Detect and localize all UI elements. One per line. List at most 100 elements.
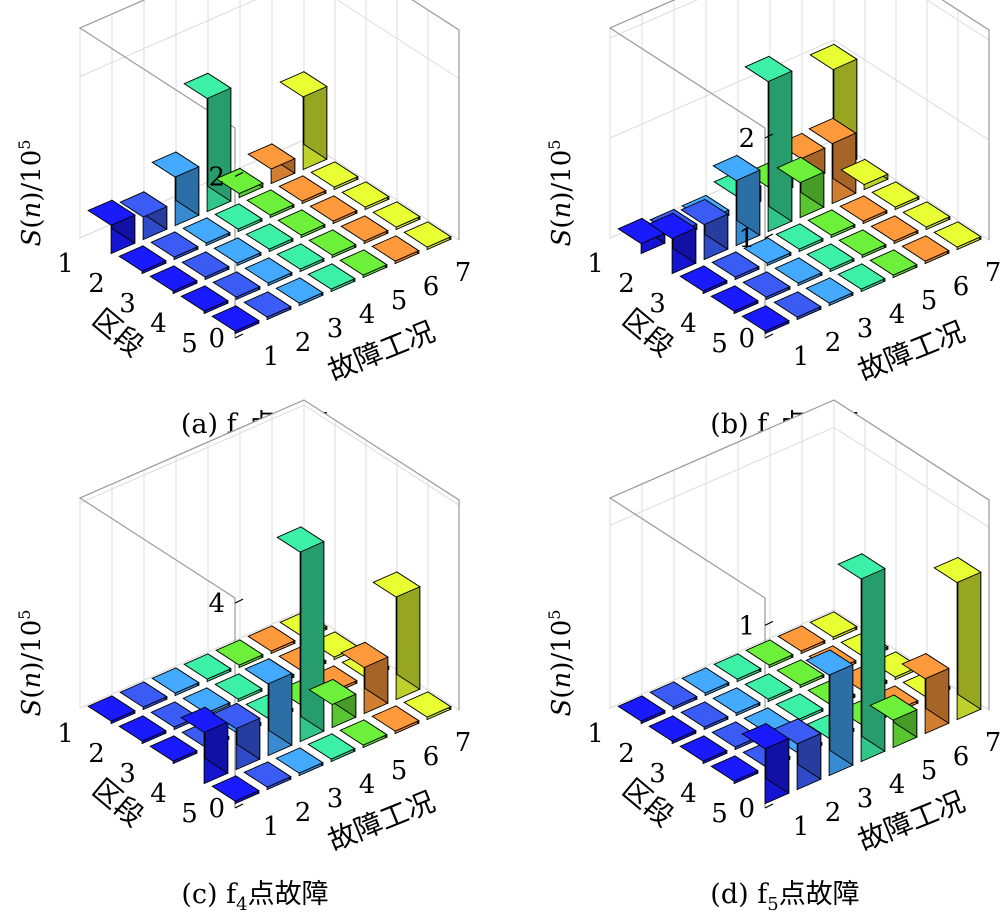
- bar-s3-c7: [341, 181, 390, 211]
- bar-top-face: [711, 721, 760, 748]
- bar-s2-c7: [840, 158, 889, 191]
- bar-top-face: [308, 678, 357, 706]
- section-tick-label: 3: [649, 759, 666, 789]
- bar-s4-c4: [276, 243, 325, 273]
- bar-top-face: [275, 277, 324, 304]
- bar-top-face: [773, 291, 822, 318]
- condition-tick-label: 4: [889, 300, 906, 330]
- bar-top-face: [805, 649, 854, 676]
- bar-s5-c1: [741, 722, 790, 805]
- condition-tick-label: 1: [793, 342, 810, 372]
- bar-top-face: [276, 526, 325, 553]
- bar-s1-c5: [745, 639, 794, 669]
- section-tick-label: 1: [587, 249, 604, 279]
- box-edge: [78, 399, 460, 710]
- bar-top-face: [151, 667, 200, 694]
- bar-s5-c3: [805, 277, 854, 307]
- bars: [617, 552, 982, 805]
- bar-s5-c7: [403, 691, 452, 721]
- bar-s1-c7: [809, 611, 858, 641]
- bar-top-face: [933, 556, 982, 584]
- bar-s4-c3: [244, 657, 293, 757]
- bar-top-face: [807, 209, 856, 236]
- bar-top-face: [777, 625, 826, 652]
- bar-top-face: [213, 237, 262, 264]
- bar-s4-c3: [774, 257, 823, 287]
- bar-s2-c4: [744, 673, 793, 703]
- box-edge: [608, 0, 990, 240]
- grid-line: [79, 0, 460, 79]
- z-tick-label: 0: [208, 324, 225, 354]
- bar-top-face: [277, 209, 326, 236]
- z-tick: [764, 133, 774, 139]
- bar-s2-c2: [150, 231, 199, 261]
- bar-s4-c7: [372, 571, 421, 701]
- bar-s5-c4: [307, 733, 356, 763]
- bar-s5-c5: [869, 694, 918, 749]
- bar-s1-c2: [649, 681, 698, 711]
- bar-s1-c5: [215, 639, 264, 669]
- bar-s1-c1: [617, 217, 666, 255]
- section-tick-label: 2: [618, 739, 635, 769]
- bar-s1-c1: [617, 695, 666, 725]
- z-tick: [764, 333, 774, 339]
- condition-tick-label: 3: [327, 784, 344, 814]
- box-edge: [608, 399, 990, 710]
- bar-top-face: [681, 667, 730, 694]
- bar-s1-c6: [247, 143, 296, 185]
- bar-top-face: [773, 718, 822, 745]
- bar-s4-c3: [244, 257, 293, 287]
- section-tick-label: 3: [649, 289, 666, 319]
- y-axis-label: S(n)/105: [545, 610, 577, 717]
- bar-top-face: [901, 653, 950, 680]
- bar-top-face: [711, 251, 760, 278]
- bar-top-face: [710, 755, 759, 782]
- bar-s5-c1: [211, 305, 260, 335]
- bar-top-face: [182, 687, 231, 714]
- bar-s3-c1: [149, 735, 198, 765]
- z-tick-label: 0: [738, 794, 755, 824]
- condition-tick-label: 5: [391, 286, 408, 316]
- section-tick-label: 5: [711, 799, 728, 829]
- bar-s5-c4: [307, 263, 356, 293]
- bar-s3-c4: [775, 693, 824, 723]
- bar-top-face: [183, 72, 232, 100]
- bar-top-face: [774, 257, 823, 284]
- bar-top-face: [403, 691, 452, 718]
- condition-tick-label: 5: [921, 286, 938, 316]
- bar-s1-c5: [215, 167, 264, 199]
- bar-top-face: [215, 639, 264, 666]
- condition-tick-label: 3: [857, 314, 874, 344]
- bar-top-face: [840, 158, 889, 186]
- bar-top-face: [403, 221, 452, 248]
- bar-s2-c4: [744, 55, 793, 233]
- section-axis-label: 区段: [86, 772, 150, 833]
- bar-top-face: [245, 223, 294, 250]
- bar-s2-c3: [182, 217, 231, 247]
- bar-top-face: [839, 195, 888, 222]
- bar-s3-c1: [679, 735, 728, 765]
- bar-s4-c2: [742, 271, 791, 301]
- bar-s2-c2: [680, 701, 729, 731]
- bar-top-face: [742, 271, 791, 298]
- bar-s5-c2: [243, 761, 292, 791]
- bar-top-face: [712, 687, 761, 714]
- bar-s5-c6: [901, 235, 950, 265]
- bar-s3-c2: [181, 251, 230, 281]
- bar-top-face: [710, 285, 759, 312]
- panel-caption: (c) f4点故障: [181, 879, 328, 915]
- condition-tick-label: 5: [921, 756, 938, 786]
- bar-top-face: [805, 277, 854, 304]
- bar-s5-c2: [773, 291, 822, 321]
- bar-top-face: [244, 257, 293, 284]
- bar-top-face: [871, 181, 920, 208]
- section-tick-label: 5: [711, 329, 728, 359]
- condition-tick-label: 7: [985, 728, 1002, 758]
- bar-s1-c3: [681, 667, 730, 697]
